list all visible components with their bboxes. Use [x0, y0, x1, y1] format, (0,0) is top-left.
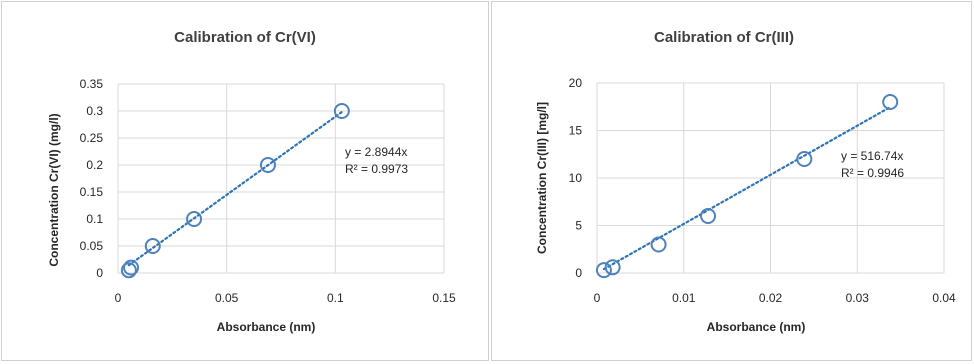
x-axis-title: Absorbance (nm) [707, 320, 806, 334]
data-point [650, 236, 667, 253]
data-point [123, 259, 140, 276]
y-axis-title: Concentration Cr(VI) (mg/l) [47, 113, 61, 266]
chart-panel-cr6: Calibration of Cr(VI) 0 0.05 0.1 0.15 0.2 0.2… [1, 1, 489, 361]
x-tick-label: 0 [594, 291, 601, 305]
y-tick-label: 0 [575, 266, 582, 280]
x-axis-title: Absorbance (nm) [217, 320, 316, 334]
trendline-r2: R² = 0.9946 [841, 166, 904, 180]
x-tick-label: 0.02 [759, 291, 783, 305]
x-tick-label: 0.05 [215, 291, 239, 305]
chart-title: Calibration of Cr(III) [654, 29, 794, 46]
trendline-equation: y = 2.8944x [345, 145, 407, 159]
y-tick-label: 10 [569, 171, 583, 185]
data-point [595, 262, 612, 279]
y-tick-label: 5 [575, 219, 582, 233]
y-tick-label: 0 [96, 266, 103, 280]
y-tick-label: 0.15 [80, 185, 104, 199]
trendline-r2: R² = 0.9973 [345, 162, 408, 176]
chart-cr6-svg: Calibration of Cr(VI) 0 0.05 0.1 0.15 0.2 0.2… [47, 29, 456, 334]
x-tick-label: 0.15 [432, 291, 456, 305]
y-tick-label: 0.35 [80, 77, 104, 91]
data-point [604, 259, 621, 276]
data-point [700, 208, 717, 224]
y-tick-label: 0.25 [80, 131, 104, 145]
chart-panel-cr3: Calibration of Cr(III) 0 5 10 15 20 0 0.01 0.02… [491, 1, 972, 361]
x-tick-label: 0 [115, 291, 122, 305]
chart-cr3-svg: Calibration of Cr(III) 0 5 10 15 20 0 0.01 0.02… [535, 29, 956, 334]
data-point [333, 103, 350, 119]
y-axis-title: Concentration Cr(III) [mg/l] [535, 102, 549, 254]
trendline-equation: y = 516.74x [841, 149, 903, 163]
data-point [120, 262, 137, 279]
data-point [144, 238, 161, 254]
data-point [186, 211, 203, 227]
data-point [259, 157, 276, 173]
y-tick-label: 15 [569, 124, 583, 138]
x-tick-label: 0.04 [932, 291, 956, 305]
chart-title: Calibration of Cr(VI) [174, 29, 316, 46]
y-tick-label: 0.1 [86, 212, 103, 226]
data-point [796, 151, 813, 167]
y-tick-label: 0.3 [86, 104, 103, 118]
x-tick-label: 0.01 [672, 291, 696, 305]
trendline [602, 105, 892, 271]
trendline [127, 110, 343, 267]
y-tick-label: 20 [569, 76, 583, 90]
x-tick-label: 0.1 [327, 291, 344, 305]
y-tick-label: 0.05 [80, 239, 104, 253]
data-point [882, 94, 899, 110]
y-tick-label: 0.2 [86, 158, 103, 172]
x-tick-label: 0.03 [846, 291, 870, 305]
